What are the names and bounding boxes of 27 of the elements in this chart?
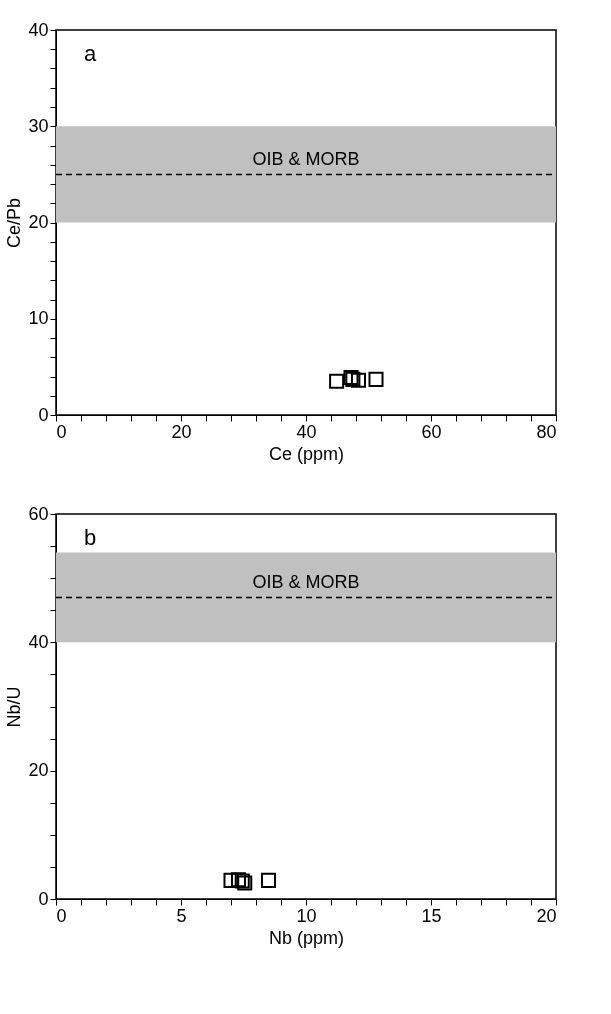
x-tick-label: 10 xyxy=(296,905,317,926)
x-tick-label: 0 xyxy=(56,421,67,442)
annotation: a xyxy=(84,41,97,66)
annotation: b xyxy=(84,525,97,550)
y-axis-title: Ce/Pb xyxy=(4,197,25,249)
x-axis-title: Nb (ppm) xyxy=(268,927,345,948)
x-tick-label: 80 xyxy=(536,421,557,442)
x-axis-title: Ce (ppm) xyxy=(268,443,345,464)
x-tick-label: 5 xyxy=(176,905,187,926)
y-tick-label: 0 xyxy=(38,888,49,909)
y-axis-title: Nb/U xyxy=(4,686,25,728)
y-tick-label: 40 xyxy=(28,19,49,40)
y-tick-label: 30 xyxy=(28,115,49,136)
band-label: OIB & MORB xyxy=(252,572,360,593)
y-tick-label: 20 xyxy=(28,760,49,781)
y-tick-label: 40 xyxy=(28,631,49,652)
x-tick-label: 20 xyxy=(171,421,192,442)
x-tick-label: 15 xyxy=(421,905,442,926)
x-tick-label: 20 xyxy=(536,905,557,926)
y-tick-label: 60 xyxy=(28,503,49,524)
x-tick-label: 0 xyxy=(56,905,67,926)
y-tick-label: 20 xyxy=(28,212,49,232)
y-tick-label: 10 xyxy=(28,308,49,329)
y-tick-label: 0 xyxy=(38,404,49,425)
band-label: OIB & MORB xyxy=(252,149,360,170)
x-tick-label: 60 xyxy=(421,421,442,442)
x-tick-label: 40 xyxy=(296,421,317,442)
